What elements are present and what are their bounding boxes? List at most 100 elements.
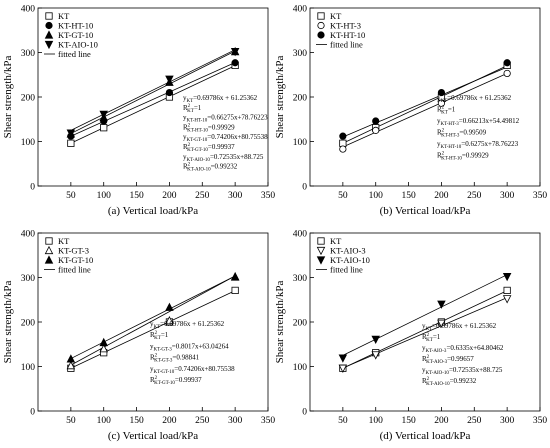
x-tick-label: 200	[434, 416, 449, 426]
x-tick-label: 200	[162, 191, 177, 201]
data-point-KT-AIO-3-50	[338, 364, 348, 373]
equation-text: R2 KT-HT-10=0.99929	[437, 152, 489, 162]
fitted-line-KT-HT-3	[342, 72, 508, 148]
x-tick-label: 300	[500, 191, 515, 201]
legend-marker-KT-HT-10	[45, 21, 53, 30]
chart-panel-4: 50 100 150 200 250 300 350 0 100 200 300 400 (d) Ver…	[274, 230, 547, 443]
y-tick-label: 300	[293, 49, 308, 59]
y-tick-label: 0	[302, 183, 307, 193]
x-tick-label: 100	[97, 191, 112, 201]
y-tick-label: 400	[21, 5, 36, 15]
x-tick-label: 50	[338, 191, 348, 201]
legend-label: KT	[58, 236, 70, 246]
legend-label: fitted line	[58, 265, 91, 275]
x-tick-label: 150	[129, 416, 144, 426]
fitted-line-KT-GT-3	[70, 275, 236, 366]
legend-label: KT-HT-3	[330, 21, 361, 31]
data-point-KT-AIO-10-200	[437, 300, 446, 309]
chart-panel-1: 50 100 150 200 250 300 350 0 100 200 300 400 (a) Ver…	[2, 5, 275, 218]
equation-text: yKT-AIO-10=0.72535x+88.725	[183, 153, 264, 163]
legend-marker-KT	[45, 237, 53, 245]
y-tick-label: 100	[21, 138, 36, 148]
x-axis-label: (d) Vertical load/kPa	[380, 430, 471, 442]
x-tick-label: 50	[66, 416, 76, 426]
data-point-KT-HT-10-200	[165, 88, 174, 97]
data-point-KT-50	[67, 139, 75, 147]
equation-text: R2 KT-AIO-10=0.99232	[183, 163, 238, 173]
legend-label: KT-HT-10	[58, 21, 93, 31]
legend-label: KT-GT-10	[58, 30, 93, 40]
equation-text: yKT-GT-3=0.8017x+63.04264	[150, 342, 229, 352]
data-point-KT-GT-10-300	[230, 271, 240, 281]
legend-label: KT-GT-10	[58, 255, 93, 265]
x-tick-label: 250	[467, 191, 482, 201]
x-axis-label: (c) Vertical load/kPa	[108, 430, 198, 442]
legend-label: KT	[330, 236, 342, 246]
x-tick-label: 150	[401, 416, 416, 426]
legend-marker-KT-AIO-10	[44, 40, 54, 50]
y-tick-label: 0	[30, 408, 35, 418]
data-point-KT-AIO-3-100	[371, 351, 380, 360]
legend-label: fitted line	[330, 40, 363, 50]
data-point-KT-AIO-10-50	[338, 354, 348, 363]
data-point-KT-AIO-10-50	[66, 129, 76, 138]
y-tick-label: 300	[293, 274, 308, 284]
equation-text: yKT=0.69786x + 61.25362	[150, 320, 225, 330]
fitted-line-KT-HT-10	[342, 66, 508, 138]
equation-text: R2 KT=1	[150, 331, 169, 341]
legend-label: KT-AIO-10	[58, 40, 98, 50]
chart-panel-2: 50 100 150 200 250 300 350 0 100 200 300 400 (b) Ver…	[274, 5, 547, 218]
fitted-line-KT	[70, 290, 236, 369]
equation-text: yKT=0.69786x + 61.25362	[437, 94, 512, 104]
data-point-KT-300	[503, 286, 511, 295]
y-tick-label: 200	[293, 319, 308, 329]
data-point-KT-HT-10-300	[503, 59, 511, 67]
equation-text: yKT=0.69786x + 61.25362	[422, 322, 497, 332]
legend-marker-KT-GT-10	[44, 30, 54, 39]
x-tick-label: 250	[467, 416, 482, 426]
x-tick-label: 200	[162, 416, 177, 426]
data-point-KT-HT-10-300	[231, 59, 239, 67]
x-tick-label: 350	[533, 416, 548, 426]
data-point-KT-HT-3-50	[339, 145, 347, 153]
x-tick-label: 350	[261, 416, 276, 426]
data-point-KT-AIO-3-200	[437, 319, 446, 329]
data-point-KT-AIO-10-100	[371, 335, 380, 345]
y-tick-label: 400	[293, 230, 308, 240]
equation-annotations: yKT=0.69786x + 61.25362 R2 KT=1yKT-HT-3=0.…	[437, 94, 520, 162]
data-point-KT-GT-10-50	[66, 354, 76, 363]
equation-text: yKT-HT-3=0.66213x+54.49812	[437, 117, 520, 127]
legend-label: KT	[330, 11, 342, 21]
x-tick-label: 250	[195, 416, 210, 426]
data-point-KT-300	[231, 286, 239, 295]
legend-marker-KT-HT-10	[317, 31, 325, 39]
equation-text: R2 KT-AIO-10=0.99232	[422, 377, 477, 387]
legend-marker-KT-HT-3	[317, 21, 325, 30]
equation-text: yKT-GT-10=0.74206x+80.75538	[150, 365, 235, 375]
x-tick-label: 150	[129, 191, 144, 201]
legend-label: fitted line	[58, 49, 91, 59]
data-point-KT-HT-3-300	[503, 69, 511, 78]
equation-text: R2 KT=1	[437, 106, 456, 116]
equation-text: yKT=0.69786x + 61.25362	[183, 94, 258, 104]
x-tick-label: 350	[533, 191, 548, 201]
x-tick-label: 300	[500, 416, 515, 426]
y-tick-label: 100	[293, 363, 308, 373]
equation-text: yKT-HT-10=0.66275x+78.76223	[183, 114, 268, 124]
legend-label: KT-AIO-10	[330, 255, 370, 265]
fitted-line-KT-AIO-10	[342, 274, 508, 356]
y-tick-label: 100	[21, 363, 36, 373]
legend-label: KT-AIO-3	[330, 246, 366, 256]
x-tick-label: 250	[195, 191, 210, 201]
data-point-KT-GT-3-100	[99, 344, 108, 353]
data-point-KT-AIO-10-100	[99, 110, 108, 120]
x-tick-label: 100	[97, 416, 112, 426]
fitted-line-KT	[342, 290, 508, 369]
x-axis-label: (b) Vertical load/kPa	[380, 205, 471, 217]
y-tick-label: 300	[21, 274, 36, 284]
legend-label: KT-HT-10	[330, 30, 365, 40]
